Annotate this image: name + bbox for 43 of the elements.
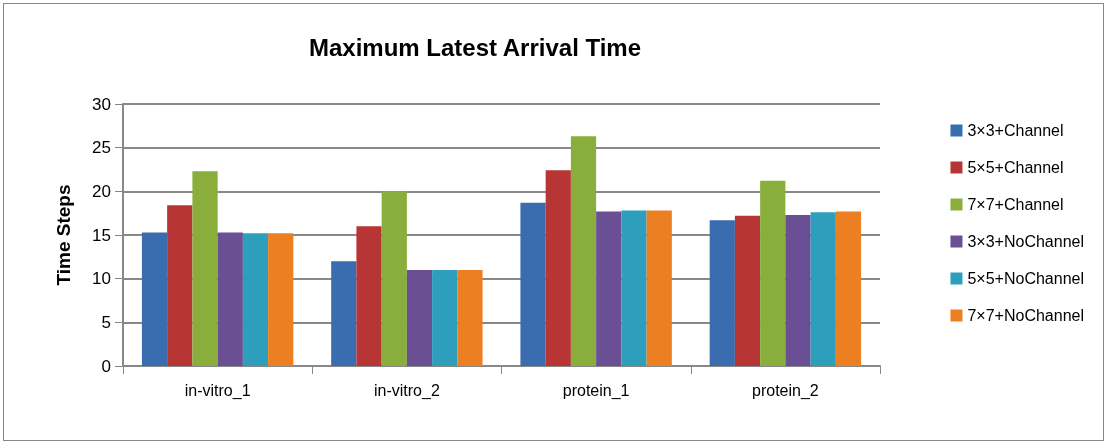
bar (457, 269, 483, 366)
bar (242, 233, 269, 366)
legend-label: 3×3+NoChannel (967, 233, 1085, 250)
bar (268, 233, 294, 366)
bar (810, 212, 836, 366)
bar (734, 215, 761, 366)
x-tick-label: in-vitro_1 (184, 381, 251, 400)
bar (331, 261, 357, 366)
bar (570, 136, 597, 366)
bar (432, 269, 458, 366)
y-tick-label: 15 (92, 225, 111, 245)
bar (381, 191, 407, 366)
legend-label: 7×7+NoChannel (967, 307, 1085, 324)
chart-title: Maximum Latest Arrival Time (308, 33, 642, 61)
y-tick-label: 25 (92, 138, 111, 158)
legend-label: 5×5+NoChannel (967, 270, 1085, 287)
bar (835, 211, 862, 366)
x-tick-label: in-vitro_2 (373, 381, 440, 400)
bar (646, 210, 672, 366)
x-tick-label: protein_1 (562, 381, 630, 400)
y-axis-title: Time Steps (53, 184, 74, 286)
bar (141, 232, 168, 366)
x-tick-label: protein_2 (752, 381, 819, 400)
bar (621, 210, 647, 366)
legend-label: 5×5+Channel (967, 159, 1064, 176)
bar (545, 170, 571, 366)
bar (406, 269, 433, 366)
y-tick-label: 30 (92, 94, 111, 114)
bar (709, 220, 735, 366)
bar (167, 205, 193, 366)
bar (520, 202, 546, 366)
y-tick-label: 0 (101, 356, 111, 376)
y-tick-label: 5 (101, 312, 111, 332)
bar (785, 214, 811, 366)
y-tick-label: 20 (92, 181, 111, 201)
legend-label: 3×3+Channel (967, 122, 1064, 139)
y-tick-label: 10 (92, 269, 111, 289)
bar (596, 211, 622, 366)
bar (192, 171, 218, 366)
bar (217, 232, 243, 366)
bar (356, 226, 382, 366)
legend-label: 7×7+Channel (967, 196, 1064, 213)
bar (760, 180, 786, 366)
